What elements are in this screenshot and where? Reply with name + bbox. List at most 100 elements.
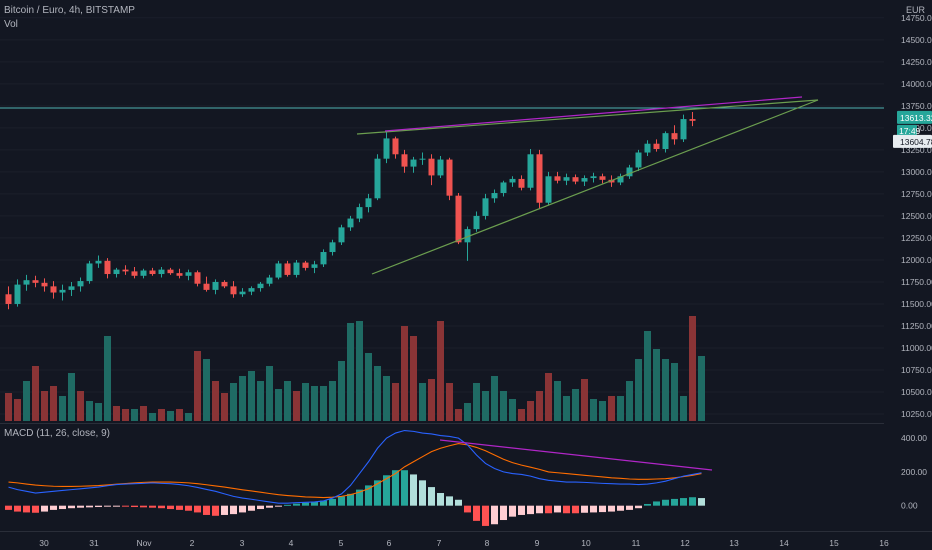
volume-bar <box>68 373 75 421</box>
candle-body <box>239 291 246 295</box>
candle-body <box>590 176 597 179</box>
macd-histogram-bar <box>491 505 498 525</box>
macd-histogram-bar <box>239 505 246 513</box>
volume-bar <box>176 409 183 421</box>
trendline-lower-green[interactable] <box>371 99 819 275</box>
macd-histogram-bar <box>554 505 561 513</box>
macd-histogram-bar <box>572 505 579 514</box>
candle-body <box>383 138 390 159</box>
macd-divergence-line[interactable] <box>439 439 713 471</box>
volume-bar <box>383 376 390 421</box>
volume-bar <box>302 383 309 421</box>
macd-axis: 400.00 200.00 0.00 <box>901 433 927 511</box>
candle-body <box>338 227 345 243</box>
candle-body <box>203 283 210 290</box>
time-tick-label: Nov <box>136 538 152 548</box>
price-tick-label: 13250.00 <box>901 145 932 155</box>
volume-bars <box>5 316 705 421</box>
macd-histogram-bar <box>617 505 624 511</box>
time-tick-label: 8 <box>485 538 490 548</box>
price-tick-label: 11750.00 <box>901 277 932 287</box>
volume-bar <box>113 406 120 421</box>
volume-legend[interactable]: Vol <box>4 19 18 30</box>
macd-histogram-bar <box>203 505 210 515</box>
macd-line <box>8 429 702 504</box>
macd-histogram-bar <box>257 505 264 510</box>
volume-bar <box>284 381 291 421</box>
macd-histogram-bar <box>662 499 669 506</box>
price-tick-label: 12500.00 <box>901 211 932 221</box>
macd-histogram-bar <box>428 487 435 506</box>
volume-bar <box>194 351 201 421</box>
volume-bar <box>338 361 345 421</box>
candle-body <box>662 133 669 149</box>
macd-tick-label: 200.00 <box>901 467 927 477</box>
candle-body <box>41 282 48 287</box>
price-tick-label: 11000.00 <box>901 343 932 353</box>
candle-body <box>311 264 318 268</box>
candle-body <box>509 178 516 183</box>
volume-bar <box>392 383 399 421</box>
volume-bar <box>212 381 219 421</box>
price-tick-label: 14000.00 <box>901 79 932 89</box>
time-tick-label: 2 <box>190 538 195 548</box>
volume-bar <box>410 336 417 421</box>
macd-histogram-bar <box>374 480 381 506</box>
macd-tick-label: 0.00 <box>901 501 918 511</box>
candle-body <box>437 159 444 176</box>
macd-legend[interactable]: MACD (11, 26, close, 9) <box>4 428 110 439</box>
candle-body <box>320 252 327 265</box>
candle-body <box>158 269 165 275</box>
volume-bar <box>356 321 363 421</box>
symbol-title[interactable]: Bitcoin / Euro, 4h, BITSTAMP <box>4 5 135 16</box>
macd-histogram-bar <box>95 505 102 508</box>
candle-body <box>518 178 525 188</box>
macd-histogram-bar <box>41 505 48 512</box>
candle-body <box>374 158 381 199</box>
macd-signal-line <box>8 442 702 499</box>
candle-body <box>455 195 462 243</box>
macd-histogram-bar <box>518 505 525 515</box>
volume-bar <box>608 396 615 421</box>
trendline-upper-purple[interactable] <box>384 96 803 132</box>
volume-bar <box>644 331 651 421</box>
candle-body <box>275 263 282 278</box>
macd-histogram-bar <box>653 501 660 506</box>
volume-bar <box>221 393 228 421</box>
macd-histogram-bar <box>500 505 507 521</box>
macd-histogram-bar <box>347 493 354 506</box>
candle-body <box>473 215 480 230</box>
time-tick-label: 16 <box>879 538 889 548</box>
volume-bar <box>239 376 246 421</box>
pane-divider[interactable] <box>0 423 932 424</box>
volume-bar <box>473 383 480 421</box>
candle-body <box>176 273 183 276</box>
time-tick-label: 10 <box>581 538 591 548</box>
volume-bar <box>428 379 435 421</box>
macd-histogram-bar <box>473 505 480 521</box>
volume-bar <box>464 403 471 421</box>
volume-bar <box>653 349 660 421</box>
candle-body <box>167 269 174 274</box>
volume-bar <box>95 403 102 421</box>
trendline-upper-green[interactable] <box>356 99 819 135</box>
candle-body <box>77 281 84 287</box>
price-tick-label: 13000.00 <box>901 167 932 177</box>
candle-body <box>50 286 57 293</box>
volume-bar <box>320 386 327 421</box>
candle-body <box>5 294 12 304</box>
time-tick-label: 13 <box>729 538 739 548</box>
candle-body <box>500 182 507 194</box>
countdown-text: 17:49 <box>899 126 921 136</box>
candle-body <box>230 286 237 295</box>
candle-body <box>419 158 426 160</box>
drawings[interactable] <box>0 96 884 275</box>
time-tick-label: 9 <box>535 538 540 548</box>
candle-body <box>131 271 138 276</box>
currency-label: EUR <box>906 5 926 15</box>
price-tick-label: 12250.00 <box>901 233 932 243</box>
volume-bar <box>104 336 111 421</box>
price-axis-panel[interactable] <box>884 0 932 531</box>
